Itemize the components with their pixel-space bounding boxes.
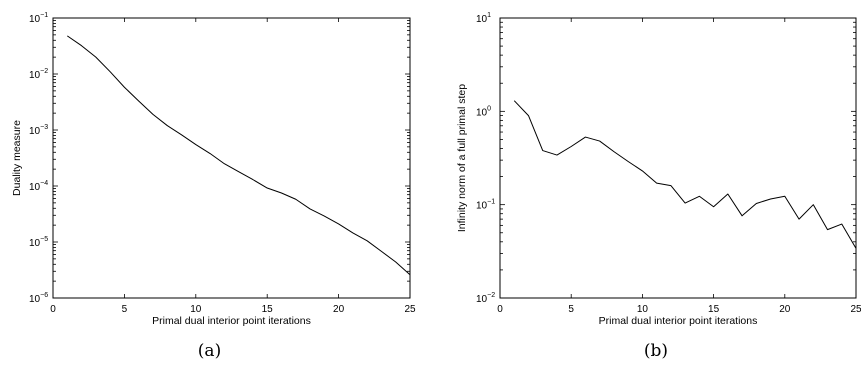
y-tick-exponent: −1	[487, 199, 495, 206]
y-tick-label: 10−5	[29, 236, 48, 249]
plot-frame	[500, 18, 856, 298]
y-tick-base: 10	[476, 294, 488, 305]
x-tick-label: 25	[850, 304, 861, 315]
x-tick-label: 20	[333, 304, 345, 315]
y-tick-base: 10	[476, 201, 488, 212]
y-tick-exponent: −2	[40, 68, 48, 75]
y-tick-exponent: −1	[40, 12, 48, 19]
y-tick-base: 10	[29, 182, 41, 193]
x-tick-label: 10	[637, 304, 649, 315]
y-tick-exponent: −5	[40, 236, 48, 243]
y-tick-label: 10−1	[29, 12, 48, 25]
x-tick-label: 15	[262, 304, 274, 315]
y-tick-label: 10−1	[476, 199, 495, 212]
y-tick-base: 10	[29, 294, 41, 305]
y-tick-exponent: −3	[40, 124, 48, 131]
series-line	[514, 101, 856, 249]
y-tick-base: 10	[476, 107, 488, 118]
chart-0: 0 5 10 15 20 2510−610−510−410−310−210−1Primal…	[11, 12, 416, 361]
x-axis-label: Primal dual interior point iterations	[599, 315, 758, 327]
plot-frame	[53, 18, 410, 298]
y-axis-label: Infinity norm of a full primal step	[456, 84, 468, 232]
subfigure-caption: (b)	[644, 341, 668, 361]
y-tick-label: 10−2	[476, 292, 495, 305]
x-tick-label: 5	[568, 304, 574, 315]
y-tick-exponent: 1	[487, 12, 491, 19]
y-tick-label: 10−6	[29, 292, 48, 305]
y-tick-base: 10	[476, 14, 488, 25]
y-tick-base: 10	[29, 238, 41, 249]
y-axis-label: Duality measure	[11, 120, 23, 196]
x-axis-label: Primal dual interior point iterations	[152, 315, 311, 327]
y-tick-label: 10−3	[29, 124, 48, 137]
y-tick-exponent: −4	[40, 180, 48, 187]
subfigure-caption: (a)	[198, 341, 221, 361]
x-tick-label: 0	[50, 304, 56, 315]
y-tick-base: 10	[29, 14, 41, 25]
y-tick-label: 101	[476, 12, 491, 25]
series-line	[67, 36, 410, 275]
x-tick-label: 15	[708, 304, 720, 315]
x-tick-label: 0	[497, 304, 503, 315]
y-tick-base: 10	[29, 126, 41, 137]
y-tick-label: 10−4	[29, 180, 48, 193]
y-tick-exponent: 0	[487, 105, 491, 112]
y-tick-exponent: −6	[40, 292, 48, 299]
x-tick-label: 5	[122, 304, 128, 315]
y-tick-base: 10	[29, 70, 41, 81]
x-tick-label: 20	[779, 304, 791, 315]
y-tick-exponent: −2	[487, 292, 495, 299]
x-tick-label: 10	[190, 304, 202, 315]
y-tick-label: 100	[476, 105, 491, 118]
x-tick-label: 25	[404, 304, 416, 315]
y-tick-label: 10−2	[29, 68, 48, 81]
